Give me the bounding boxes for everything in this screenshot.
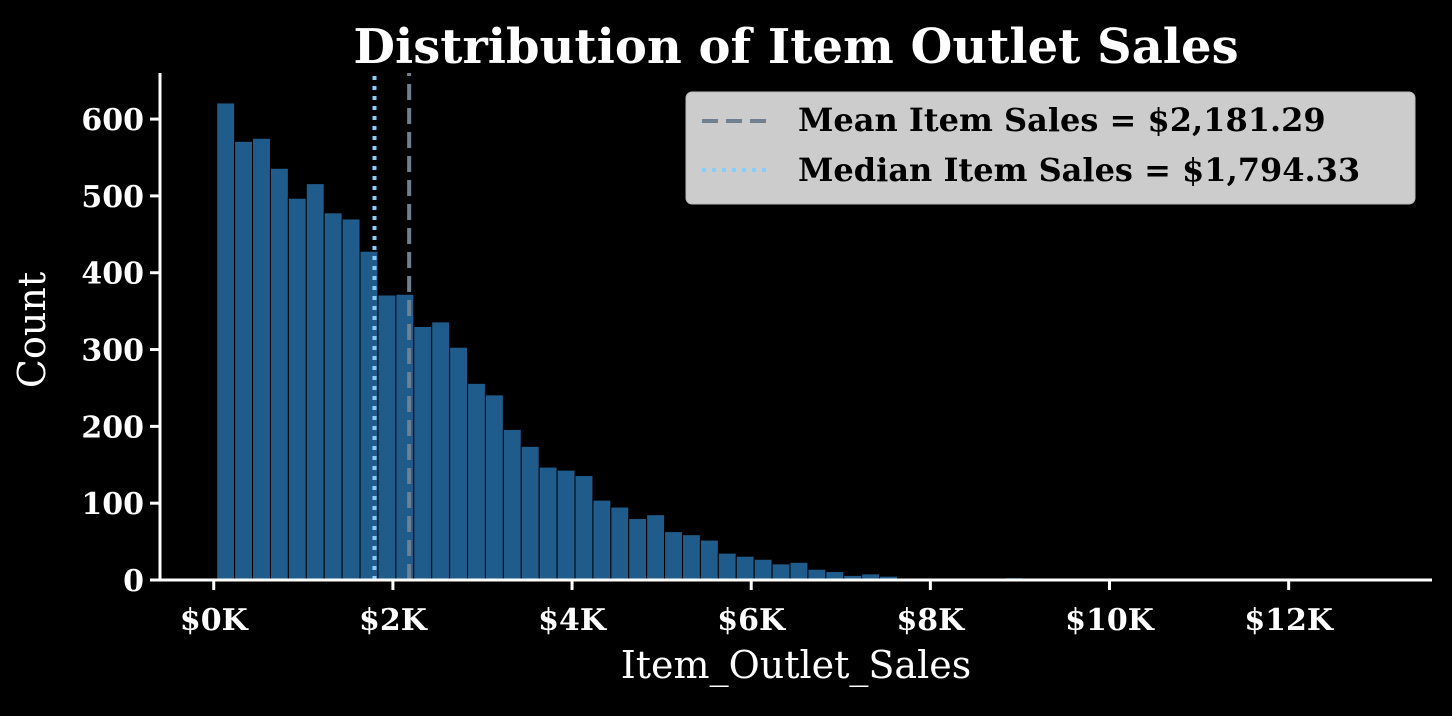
histogram-bar	[305, 183, 325, 581]
histogram-bar	[520, 445, 540, 581]
histogram-bar	[431, 321, 451, 581]
histogram-bar	[449, 346, 469, 581]
histogram-bar	[664, 531, 684, 581]
histogram-bar	[234, 140, 254, 581]
histogram-bar	[646, 514, 666, 581]
y-axis-label: Count	[10, 272, 54, 388]
y-tick-label: 100	[81, 487, 144, 522]
histogram-bar	[467, 382, 486, 581]
x-tick-label: $10K	[1065, 603, 1155, 638]
histogram-bar	[556, 469, 576, 581]
histogram-bar	[269, 167, 289, 581]
histogram-bar	[789, 561, 809, 581]
legend: Mean Item Sales = $2,181.29 Median Item …	[685, 91, 1416, 205]
y-tick-label: 300	[81, 334, 144, 369]
histogram-bar	[502, 428, 522, 581]
chart-title: Distribution of Item Outlet Sales	[353, 19, 1238, 75]
x-tick-label: $6K	[717, 603, 786, 638]
histogram-bar	[610, 506, 630, 581]
histogram-bar	[359, 250, 379, 581]
histogram-bar	[753, 558, 773, 581]
x-tick-label: $4K	[538, 603, 607, 638]
reference-lines	[372, 73, 412, 580]
histogram-bar	[717, 552, 737, 581]
histogram-bar	[771, 563, 791, 581]
y-tick-label: 200	[81, 410, 144, 445]
legend-box	[685, 91, 1416, 205]
histogram-bar	[323, 212, 343, 581]
histogram-bar	[413, 326, 433, 581]
y-tick-label: 0	[123, 564, 144, 599]
histogram-bar	[735, 555, 755, 581]
x-axis-label: Item_Outlet_Sales	[621, 643, 971, 688]
legend-mean-label: Mean Item Sales = $2,181.29	[798, 101, 1326, 139]
histogram-bar	[538, 466, 558, 581]
histogram-bar	[592, 499, 612, 581]
histogram-bar	[807, 568, 827, 581]
histogram-bar	[287, 197, 307, 581]
histogram-bar	[574, 475, 594, 581]
histogram-bar	[341, 218, 361, 581]
histogram-bar	[682, 534, 701, 581]
x-tick-label: $8K	[896, 603, 965, 638]
axes: 0 100 200 300 400 500 600 $0K $2K $4K $6K $8K $10K $1…	[81, 73, 1432, 638]
histogram-bar	[628, 518, 648, 581]
legend-median-label: Median Item Sales = $1,794.33	[798, 151, 1360, 189]
y-tick-label: 400	[81, 257, 144, 292]
histogram-bar	[377, 294, 397, 581]
histogram-bar	[484, 394, 504, 581]
histogram-bar	[699, 539, 719, 581]
y-tick-label: 500	[81, 180, 144, 215]
x-tick-label: $12K	[1244, 603, 1334, 638]
x-tick-label: $2K	[359, 603, 428, 638]
y-tick-label: 600	[81, 103, 144, 138]
x-tick-label: $0K	[180, 603, 249, 638]
histogram-bar	[216, 102, 236, 581]
histogram-bar	[252, 137, 271, 581]
bars-group	[216, 102, 1096, 581]
